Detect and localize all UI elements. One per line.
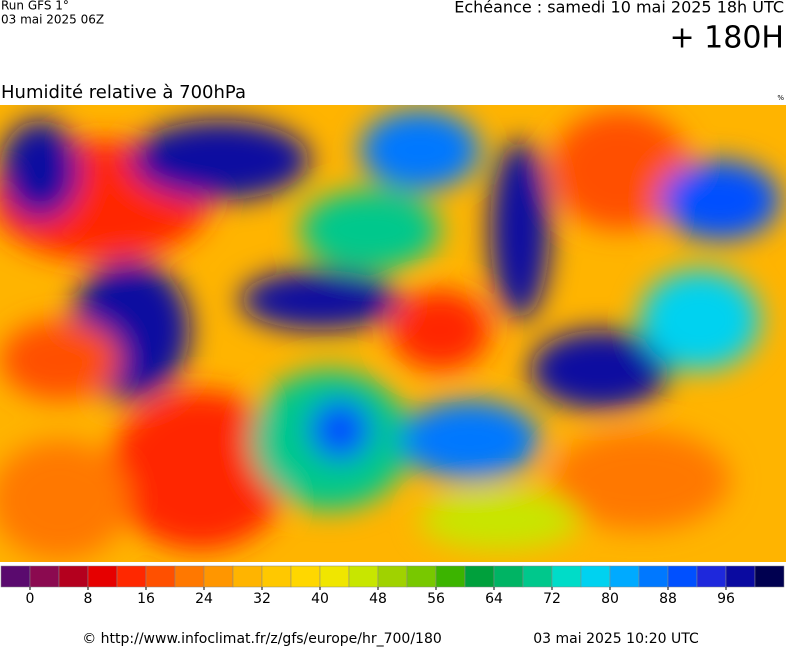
run-label: Run GFS 1° [1,0,69,13]
tick-label: 8 [84,591,93,607]
field-blob [660,160,780,240]
field-blob [550,430,730,530]
color-swatch [522,565,553,588]
run-date: 03 mai 2025 06Z [1,13,104,27]
color-swatch [116,565,147,588]
lead-time: + 180H [670,21,785,56]
color-swatch [754,565,785,588]
map-title: Humidité relative à 700hPa [1,82,246,103]
color-swatch [609,565,640,588]
field-blob [130,120,310,200]
tick-label: 80 [601,591,619,607]
field-blob [0,320,120,400]
color-swatch [435,565,466,588]
color-swatch [203,565,234,588]
color-swatch [261,565,292,588]
color-swatch [290,565,321,588]
color-swatch [87,565,118,588]
color-swatch [638,565,669,588]
tick-label: 24 [195,591,213,607]
tick-label: 64 [485,591,503,607]
color-swatch [493,565,524,588]
field-blob [550,110,690,230]
field-blob [110,390,290,550]
field-blob [640,270,760,370]
tick-label: 0 [26,591,35,607]
field-blob [240,270,400,330]
color-swatch [551,565,582,588]
color-swatch [377,565,408,588]
tick-label: 56 [427,591,445,607]
tick-label: 48 [369,591,387,607]
color-swatch [0,565,31,588]
color-swatch [348,565,379,588]
color-swatch [580,565,611,588]
field-blob [390,290,490,370]
field-blob [0,120,80,220]
color-swatch [725,565,756,588]
field-blob [400,400,540,480]
color-swatch [667,565,698,588]
field-blob [420,490,580,550]
humidity-field [0,110,780,560]
timestamp: 03 mai 2025 10:20 UTC [533,631,699,647]
color-swatch [464,565,495,588]
field-blob [0,440,130,560]
color-swatch [696,565,727,588]
color-swatch [58,565,89,588]
field-blob [490,140,550,320]
source-url: © http://www.infoclimat.fr/z/gfs/europe/… [82,631,442,647]
tick-label: 72 [543,591,561,607]
color-swatch [319,565,350,588]
color-swatch [145,565,176,588]
color-swatch [232,565,263,588]
tick-label: 88 [659,591,677,607]
field-blob [310,400,370,460]
field-blob [360,110,480,190]
color-swatch [29,565,60,588]
tick-label: 16 [137,591,155,607]
color-swatch [406,565,437,588]
valid-time: Echéance : samedi 10 mai 2025 18h UTC [454,0,784,17]
field-blob [530,330,670,410]
tick-label: 96 [717,591,735,607]
unit: % [777,94,784,102]
humidity-map [0,105,786,562]
tick-label: 32 [253,591,271,607]
field-blob [300,190,440,270]
color-legend: 0 8 16 24 32 40 48 56 64 72 80 88 96 [0,565,785,607]
color-swatch [174,565,205,588]
tick-label: 40 [311,591,329,607]
